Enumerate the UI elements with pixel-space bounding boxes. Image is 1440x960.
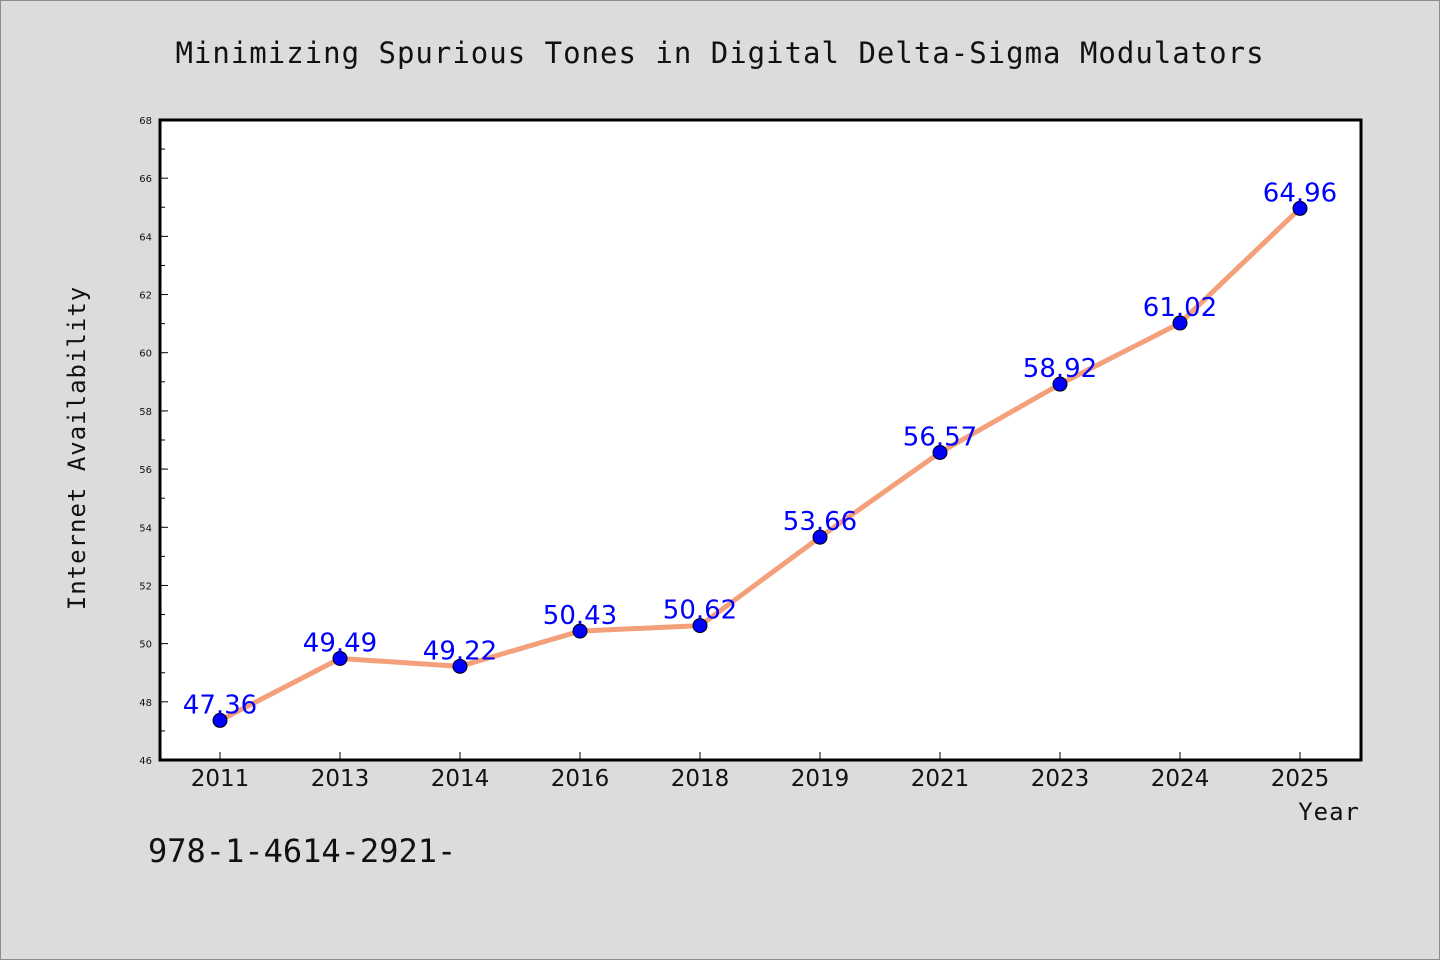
data-label: 50.43 <box>543 601 617 631</box>
series-line <box>217 205 1303 723</box>
data-label: 56.57 <box>903 423 977 453</box>
data-point <box>1052 376 1068 392</box>
y-tick-label: 68 <box>139 116 152 127</box>
x-tick-label: 2025 <box>1271 766 1330 792</box>
x-tick-label: 2011 <box>191 766 250 792</box>
data-point <box>1172 315 1188 331</box>
x-tick-label: 2016 <box>551 766 610 792</box>
x-axis-label: Year <box>1298 798 1360 826</box>
data-point <box>1292 200 1308 216</box>
series-markers <box>212 200 1308 728</box>
data-label: 64.96 <box>1263 178 1337 208</box>
y-tick-label: 62 <box>139 291 152 302</box>
y-tick-label: 46 <box>139 756 152 767</box>
x-tick-label: 2019 <box>791 766 850 792</box>
data-point <box>212 712 228 728</box>
data-label: 49.22 <box>423 636 497 666</box>
y-tick-label: 60 <box>139 349 152 360</box>
y-tick-label: 52 <box>139 581 152 592</box>
data-label: 61.02 <box>1143 293 1217 323</box>
y-tick-label: 56 <box>139 465 152 476</box>
x-tick-label: 2014 <box>431 766 490 792</box>
y-tick-label: 66 <box>139 174 152 185</box>
data-point <box>692 618 708 634</box>
data-point <box>572 623 588 639</box>
chart-title: Minimizing Spurious Tones in Digital Del… <box>175 36 1264 70</box>
data-label: 49.49 <box>303 628 377 658</box>
y-axis-label: Internet Availability <box>63 286 91 610</box>
y-tick-label: 54 <box>139 523 152 534</box>
footnote-text: 978-1-4614-2921- <box>148 832 457 870</box>
data-point <box>812 529 828 545</box>
data-label: 53.66 <box>783 507 857 537</box>
data-label: 50.62 <box>663 596 737 626</box>
y-tick-label: 50 <box>139 640 152 651</box>
x-tick-label: 2018 <box>671 766 730 792</box>
data-label: 58.92 <box>1023 354 1097 384</box>
x-tick-label: 2021 <box>911 766 970 792</box>
data-point <box>332 650 348 666</box>
x-tick-label: 2023 <box>1031 766 1090 792</box>
series-polyline <box>217 205 1303 723</box>
y-axis: 46 48 50 52 54 56 58 60 62 64 66 68 <box>139 116 168 767</box>
plot-area <box>158 118 1363 762</box>
x-tick-label: 2013 <box>311 766 370 792</box>
y-tick-label: 48 <box>139 698 152 709</box>
x-tick-label: 2024 <box>1151 766 1210 792</box>
data-label: 47.36 <box>183 690 257 720</box>
y-tick-label: 64 <box>139 232 152 243</box>
y-tick-label: 58 <box>139 407 152 418</box>
x-axis: 2011 2013 2014 2016 2018 2019 2021 2023 2024 2025 <box>191 752 1330 792</box>
data-point <box>932 445 948 461</box>
data-point <box>452 658 468 674</box>
data-labels: 47.36 49.49 49.22 50.43 50.62 53.66 56.57 58.92… <box>183 178 1337 720</box>
